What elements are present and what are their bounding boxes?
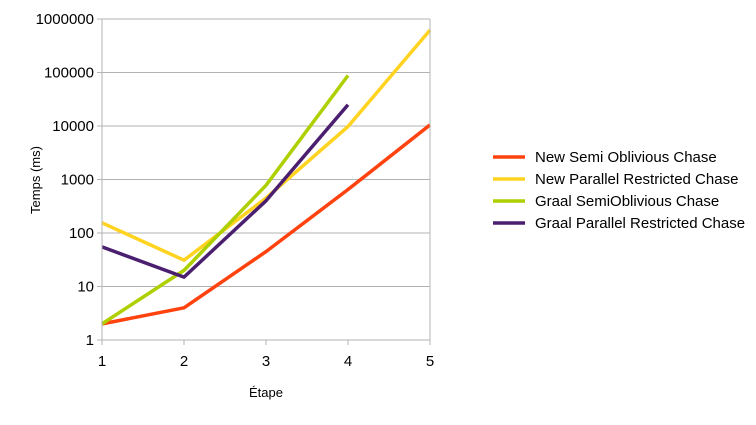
y-tick-label: 10 <box>77 279 94 296</box>
y-tick-label: 1000 <box>61 172 94 189</box>
series-line-2 <box>101 28 432 262</box>
legend-label-2: New Parallel Restricted Chase <box>535 171 738 188</box>
x-tick-labels: 1 2 3 4 5 <box>98 353 434 370</box>
x-tick-label: 3 <box>262 353 270 370</box>
x-tick-label: 4 <box>344 353 352 370</box>
y-tick-label: 1000000 <box>36 11 94 28</box>
legend-label-3: Graal SemiOblivious Chase <box>535 193 719 210</box>
legend-label-1: New Semi Oblivious Chase <box>535 149 717 166</box>
y-axis-title: Temps (ms) <box>28 146 43 214</box>
legend: New Semi Oblivious Chase New Parallel Res… <box>493 149 745 232</box>
series-lines <box>101 28 432 326</box>
y-tick-labels: 1 10 100 1000 10000 100000 1000000 <box>36 11 94 349</box>
y-tick-label: 100 <box>69 225 94 242</box>
y-tick-label: 1 <box>86 332 94 349</box>
series-line-1 <box>101 123 432 326</box>
axes <box>101 19 431 340</box>
y-tick-label: 100000 <box>44 65 94 82</box>
x-axis-title: Étape <box>249 385 283 400</box>
series-line-3 <box>101 74 350 326</box>
x-tick-label: 5 <box>426 353 434 370</box>
y-tick-label: 10000 <box>52 118 94 135</box>
x-tick-label: 2 <box>180 353 188 370</box>
series-line-4 <box>101 103 350 279</box>
x-tick-label: 1 <box>98 353 106 370</box>
legend-label-4: Graal Parallel Restricted Chase <box>535 215 745 232</box>
